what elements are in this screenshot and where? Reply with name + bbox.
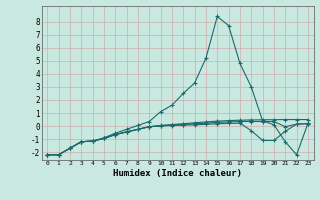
X-axis label: Humidex (Indice chaleur): Humidex (Indice chaleur) <box>113 169 242 178</box>
